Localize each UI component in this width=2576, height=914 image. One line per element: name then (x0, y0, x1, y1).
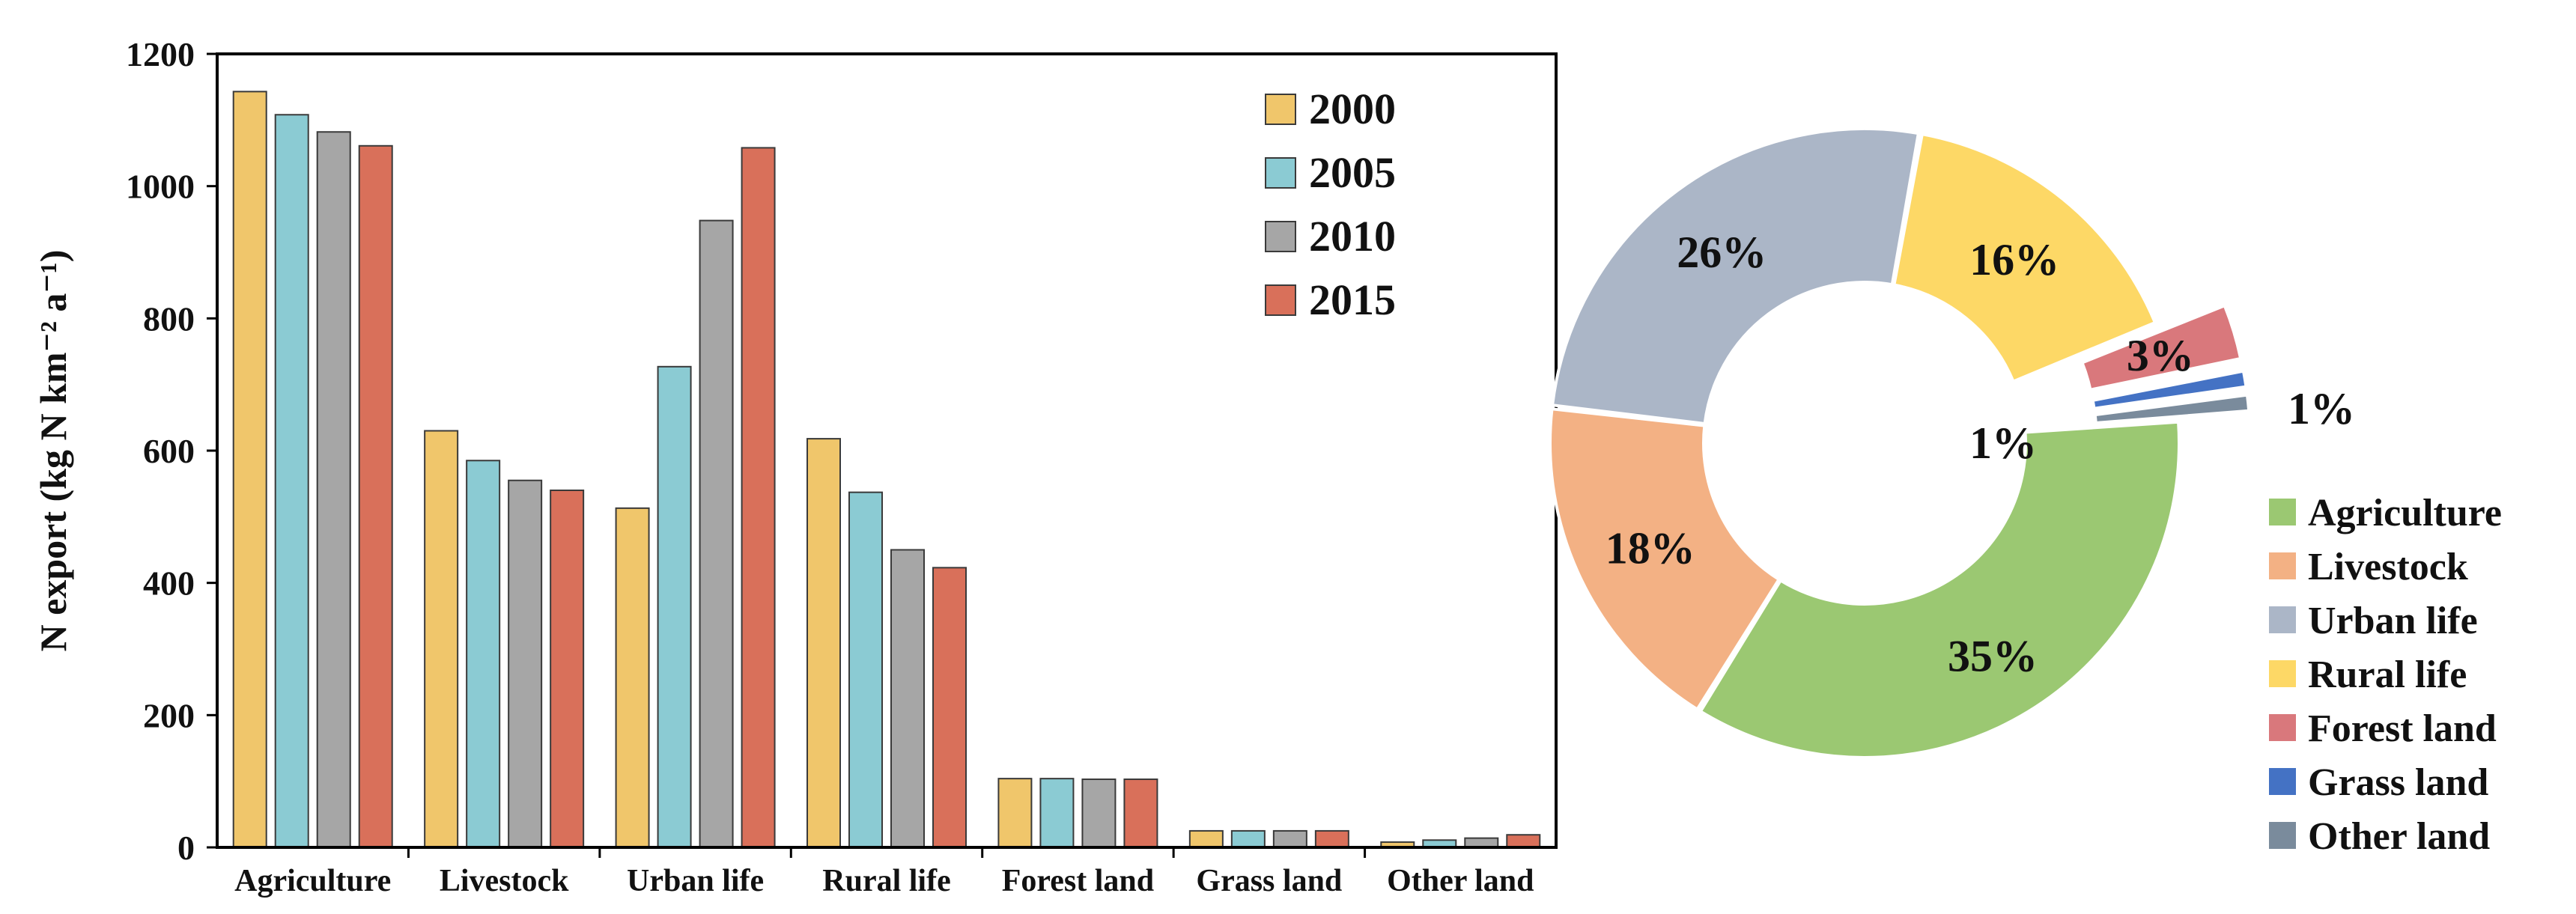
bar-livestock-2000 (424, 430, 459, 848)
x-tick-label-urban-life: Urban life (627, 864, 764, 898)
bar-livestock-2015 (550, 490, 585, 848)
pie-legend-swatch-grass-land (2269, 768, 2296, 795)
bar-livestock-2005 (466, 460, 501, 848)
bar-rural-life-2015 (932, 567, 967, 848)
donut-label-livestock: 18% (1606, 523, 1695, 573)
bar-agriculture-2000 (232, 91, 267, 849)
y-axis-title: N export (kg N km⁻² a⁻¹) (32, 250, 74, 652)
bar-grass-land-2015 (1314, 829, 1349, 848)
pie-legend-swatch-forest-land (2269, 714, 2296, 741)
pie-legend-swatch-urban-life (2269, 606, 2296, 633)
y-tick-label-0: 0 (177, 829, 195, 867)
donut-label-grass-land: 1% (2288, 384, 2355, 433)
donut-label-other-land: 1% (1969, 418, 2037, 468)
pie-legend-label-urban-life: Urban life (2308, 600, 2478, 642)
pie-legend-swatch-agriculture (2269, 499, 2296, 525)
donut-label-rural-life: 16% (1969, 235, 2059, 284)
bar-grass-land-2010 (1272, 829, 1307, 848)
donut-slice-forest-land (2080, 303, 2243, 392)
x-tick-label-livestock: Livestock (440, 864, 569, 898)
y-tick-label-3: 600 (143, 432, 195, 470)
bar-grass-land-2000 (1188, 829, 1224, 848)
x-tick-label-agriculture: Agriculture (234, 864, 391, 898)
legend-swatch-2000 (1265, 94, 1296, 125)
legend-label-2005: 2005 (1309, 148, 1396, 197)
donut-slice-urban-life (1550, 127, 1921, 426)
y-tick-label-2: 400 (143, 564, 195, 603)
x-tick-label-rural-life: Rural life (822, 864, 950, 898)
donut-slice-other-land (2093, 393, 2251, 425)
bar-agriculture-2015 (358, 144, 393, 849)
x-tick-label-grass-land: Grass land (1196, 864, 1342, 898)
pie-legend-swatch-rural-life (2269, 660, 2296, 687)
y-tick-label-1: 200 (143, 696, 195, 734)
bar-grass-land-2005 (1230, 829, 1266, 848)
pie-legend-label-grass-land: Grass land (2308, 761, 2488, 804)
pie-legend-label-rural-life: Rural life (2308, 653, 2467, 696)
bar-rural-life-2005 (848, 491, 883, 849)
bar-rural-life-2000 (806, 438, 841, 848)
legend-swatch-2005 (1265, 157, 1296, 189)
donut-slice-agriculture (1698, 420, 2181, 759)
bar-forest-land-2015 (1123, 779, 1158, 849)
pie-legend-label-livestock: Livestock (2308, 546, 2468, 588)
bar-urban-life-2010 (699, 219, 734, 849)
bar-forest-land-2005 (1039, 778, 1075, 848)
pie-legend-label-other-land: Other land (2308, 815, 2490, 858)
pie-legend-swatch-other-land (2269, 822, 2296, 849)
x-tick-label-forest-land: Forest land (1002, 864, 1154, 898)
bar-urban-life-2015 (741, 147, 776, 848)
donut-slice-rural-life (1892, 132, 2157, 384)
bar-agriculture-2010 (316, 131, 351, 848)
bar-agriculture-2005 (274, 114, 309, 848)
legend-label-2000: 2000 (1309, 85, 1396, 133)
pie-legend-swatch-livestock (2269, 552, 2296, 579)
pie-legend-label-forest-land: Forest land (2308, 707, 2497, 750)
legend-swatch-2010 (1265, 221, 1296, 252)
bar-urban-life-2005 (657, 365, 692, 849)
legend-label-2010: 2010 (1309, 212, 1396, 261)
legend-label-2015: 2015 (1309, 275, 1396, 324)
donut-slice-livestock (1549, 407, 1781, 712)
donut-slice-grass-land (2091, 369, 2248, 410)
donut-chart: 35% 18% 26% 16% 3% 1% 1% Agriculture Livestock Ur… (1549, 127, 2502, 858)
bar-livestock-2010 (508, 479, 543, 848)
donut-label-urban-life: 26% (1677, 228, 1767, 277)
donut-label-agriculture: 35% (1948, 631, 2038, 680)
legend-swatch-2015 (1265, 284, 1296, 316)
x-tick-label-other-land: Other land (1387, 864, 1534, 898)
y-tick-label-4: 800 (143, 299, 195, 338)
bar-forest-land-2000 (997, 778, 1033, 848)
pie-legend-label-agriculture: Agriculture (2308, 492, 2502, 534)
bar-chart: 0 200 400 600 800 1000 1200 N export (kg N km⁻²… (32, 35, 1558, 898)
bar-forest-land-2010 (1081, 779, 1117, 849)
y-tick-label-5: 1000 (126, 168, 195, 206)
donut-label-forest-land: 3% (2127, 331, 2194, 380)
bar-urban-life-2000 (615, 507, 650, 848)
bar-rural-life-2010 (890, 549, 925, 848)
bar-other-land-2015 (1506, 834, 1541, 849)
y-tick-label-6: 1200 (126, 35, 195, 73)
